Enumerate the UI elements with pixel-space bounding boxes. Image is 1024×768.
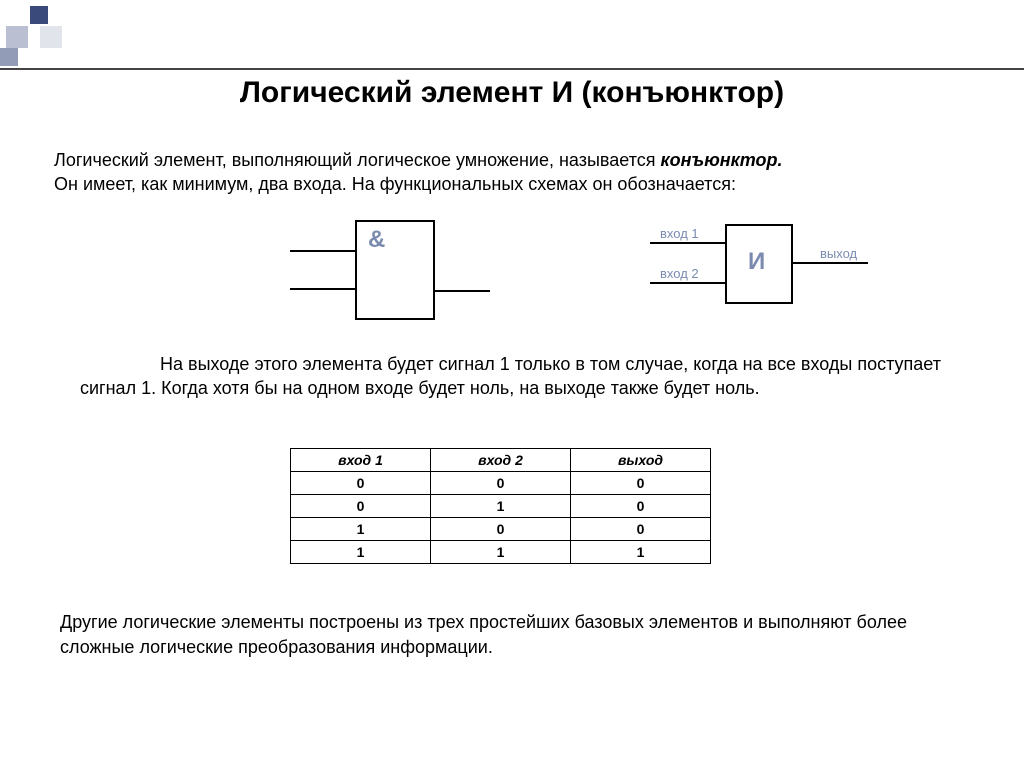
- corner-decoration: [0, 0, 100, 70]
- table-header: вход 1: [291, 449, 431, 472]
- table-cell: 0: [431, 472, 571, 495]
- table-row: 100: [291, 518, 711, 541]
- wire-label: вход 2: [660, 266, 699, 281]
- top-rule: [0, 68, 1024, 70]
- table-row: 010: [291, 495, 711, 518]
- table-cell: 1: [291, 541, 431, 564]
- intro-line2: Он имеет, как минимум, два входа. На фун…: [54, 174, 736, 194]
- closing-paragraph: Другие логические элементы построены из …: [60, 610, 974, 660]
- table-cell: 0: [431, 518, 571, 541]
- table-cell: 0: [571, 472, 711, 495]
- behavior-description: На выходе этого элемента будет сигнал 1 …: [80, 352, 974, 401]
- table-cell: 0: [291, 472, 431, 495]
- table-row: 111: [291, 541, 711, 564]
- table-header: вход 2: [431, 449, 571, 472]
- table-cell: 0: [571, 495, 711, 518]
- gate-symbol: И: [748, 248, 765, 276]
- wire: [793, 262, 868, 264]
- table-cell: 1: [291, 518, 431, 541]
- wire: [650, 242, 725, 244]
- page-title: Логический элемент И (конъюнктор): [0, 76, 1024, 110]
- intro-paragraph: Логический элемент, выполняющий логическ…: [54, 148, 984, 197]
- wire-label: вход 1: [660, 226, 699, 241]
- table-cell: 1: [431, 495, 571, 518]
- and-gate-cyrillic: Ивход 1 вход 2 выход: [0, 220, 1024, 350]
- intro-prefix: Логический элемент, выполняющий логическ…: [54, 150, 661, 170]
- table-cell: 1: [431, 541, 571, 564]
- table-header: выход: [571, 449, 711, 472]
- table-cell: 1: [571, 541, 711, 564]
- wire: [650, 282, 725, 284]
- table-row: 000: [291, 472, 711, 495]
- table-cell: 0: [291, 495, 431, 518]
- intro-term: конъюнктор.: [661, 150, 783, 170]
- wire-label: выход: [820, 246, 857, 261]
- truth-table: вход 1вход 2выход 000010100111: [290, 448, 711, 564]
- table-cell: 0: [571, 518, 711, 541]
- gate-diagrams: & Ивход 1вход 2выход: [0, 220, 1024, 350]
